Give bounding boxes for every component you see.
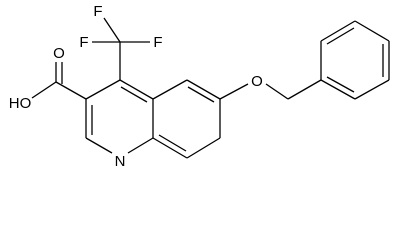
- atom-label: HO: [9, 95, 32, 112]
- bonds: [31, 17, 390, 159]
- atom-label: F: [79, 34, 88, 51]
- atom-label: O: [53, 45, 65, 62]
- atom-label: F: [93, 3, 102, 20]
- atom-label: N: [115, 153, 126, 170]
- atom-label: F: [153, 34, 162, 51]
- atom-label: O: [251, 73, 263, 90]
- structure-diagram: F F F HO O O N: [9, 3, 390, 170]
